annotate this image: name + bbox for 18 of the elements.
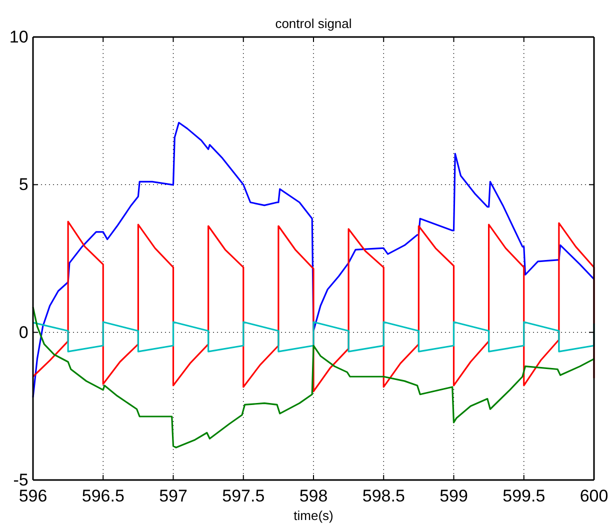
y-tick-label: 5	[18, 175, 28, 194]
x-tick-label: 597	[159, 486, 188, 506]
x-tick-label: 596.5	[82, 486, 124, 506]
x-axis-title: time(s)	[294, 508, 334, 523]
y-tick-label: -5	[13, 470, 28, 490]
x-tick-label: 599.5	[502, 486, 546, 506]
x-tick-label: 598	[299, 486, 328, 506]
x-tick-label: 596	[18, 486, 48, 506]
y-tick-label: 0	[18, 322, 28, 342]
x-tick-label: 599	[440, 486, 468, 506]
y-tick-label: 10	[9, 27, 28, 46]
x-tick-label: 600	[580, 486, 608, 506]
chart-title: control signal	[275, 16, 352, 31]
line-series	[32, 220, 595, 392]
x-tick-label: 597.5	[222, 486, 265, 506]
line-series	[32, 321, 595, 352]
line-series	[32, 306, 595, 448]
x-tick-label: 598.5	[362, 486, 405, 506]
